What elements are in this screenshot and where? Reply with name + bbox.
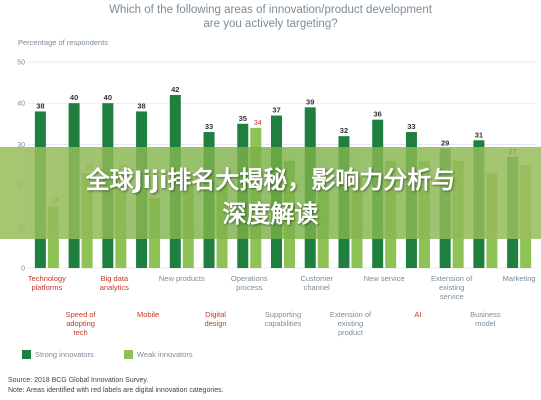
chart-title-line2: are you actively targeting? (203, 18, 338, 30)
value-label-strong: 37 (272, 106, 280, 115)
category-label: New products (159, 274, 205, 283)
legend: Strong innovators Weak innovators (22, 350, 221, 361)
value-label-strong: 36 (374, 110, 382, 119)
source-note: Source: 2018 BCG Global Innovation Surve… (8, 376, 224, 396)
value-label-strong: 40 (70, 93, 78, 102)
category-label: Digital design (204, 310, 226, 328)
legend-weak-label: Weak innovators (136, 350, 193, 359)
category-label: Big data analytics (100, 274, 129, 292)
value-label-strong: 35 (239, 114, 247, 123)
category-label: Business model (470, 310, 501, 328)
category-label: Technology platforms (28, 274, 66, 292)
category-label: Extension of existing service (431, 274, 473, 301)
category-label: Mobile (137, 310, 159, 319)
overlay-banner (0, 147, 541, 239)
value-label-strong: 29 (441, 139, 449, 148)
category-label: Extension of existing product (330, 310, 372, 337)
value-label-strong: 33 (205, 122, 213, 131)
legend-weak-swatch (123, 350, 133, 359)
overlay-line2: 深度解读 (222, 200, 319, 228)
value-label-weak: 34 (254, 120, 262, 127)
legend-weak: Weak innovators (123, 350, 193, 359)
chart-title-line1: Which of the following areas of innovati… (109, 4, 432, 16)
note-line: Note: Areas identified with red labels a… (8, 387, 224, 394)
value-label-strong: 31 (475, 130, 483, 139)
source-line: Source: 2018 BCG Global Innovation Surve… (8, 377, 149, 384)
y-tick-label: 40 (17, 101, 25, 108)
value-label-strong: 42 (171, 85, 179, 94)
category-label: Supporting capabilities (264, 310, 301, 328)
y-axis-label: Percentage of respondents (18, 38, 109, 47)
category-label: Speed of adopting tech (66, 310, 97, 337)
category-label: New service (364, 274, 405, 283)
y-tick-label: 50 (17, 60, 25, 67)
chart-title: Which of the following areas of innovati… (0, 3, 541, 31)
value-label-strong: 33 (407, 122, 415, 131)
category-label: Customer channel (300, 274, 333, 292)
overlay-headline: 全球Jiji排名大揭秘，影响力分析与 深度解读 (0, 163, 541, 231)
legend-strong: Strong innovators (22, 350, 94, 359)
overlay-line1: 全球Jiji排名大揭秘，影响力分析与 (85, 166, 456, 194)
value-label-strong: 38 (137, 101, 145, 110)
category-label: AI (414, 310, 421, 319)
value-label-strong: 32 (340, 126, 348, 135)
y-tick-label: 0 (21, 266, 25, 273)
value-label-strong: 39 (306, 97, 314, 106)
y-tick-label: 30 (17, 142, 25, 149)
legend-strong-swatch (22, 350, 31, 359)
legend-strong-label: Strong innovators (35, 350, 94, 359)
category-label: Marketing (503, 274, 536, 283)
category-label: Operations process (231, 274, 268, 292)
value-label-strong: 40 (104, 93, 112, 102)
value-label-strong: 38 (36, 101, 44, 110)
